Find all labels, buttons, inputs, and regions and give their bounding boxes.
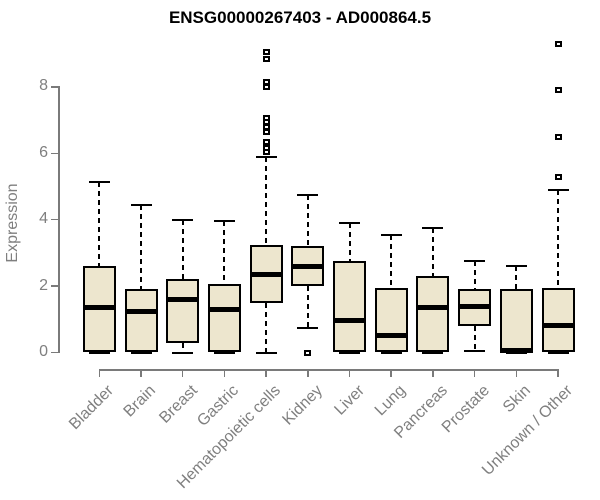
box <box>374 287 408 353</box>
median-line <box>541 323 575 329</box>
upper-whisker <box>473 261 476 290</box>
upper-whisker-cap <box>172 218 194 221</box>
x-tick <box>98 370 101 377</box>
lower-whisker-cap <box>213 351 235 354</box>
y-tick <box>51 285 59 287</box>
lower-whisker-cap <box>380 351 402 354</box>
x-tick <box>432 370 434 377</box>
lower-whisker-cap <box>88 351 110 354</box>
upper-whisker <box>390 234 393 288</box>
upper-whisker-cap <box>547 188 569 191</box>
x-tick <box>181 370 184 377</box>
box <box>416 276 450 353</box>
upper-whisker-cap <box>255 155 277 158</box>
outlier-point <box>262 145 270 152</box>
upper-whisker <box>265 156 268 245</box>
upper-whisker <box>557 189 559 288</box>
outlier-point <box>262 115 270 122</box>
upper-whisker <box>348 223 351 262</box>
lower-whisker-cap <box>464 349 486 352</box>
upper-whisker-cap <box>339 222 360 225</box>
lower-whisker-cap <box>172 351 194 354</box>
outlier-point <box>304 349 312 356</box>
upper-whisker-cap <box>505 265 527 268</box>
upper-whisker <box>140 204 142 290</box>
upper-whisker <box>431 228 434 277</box>
y-tick-label: 0 <box>39 343 48 360</box>
median-line <box>82 305 116 311</box>
y-tick <box>51 152 59 155</box>
outlier-point <box>554 40 562 47</box>
box <box>166 279 200 343</box>
outlier-point <box>262 138 270 145</box>
median-line <box>124 308 158 314</box>
lower-whisker <box>473 325 476 351</box>
upper-whisker-cap <box>464 260 486 263</box>
upper-whisker <box>515 266 518 290</box>
lower-whisker-cap <box>422 351 444 354</box>
outlier-point <box>262 78 270 85</box>
y-tick-label: 2 <box>39 276 48 294</box>
x-tick <box>223 370 226 377</box>
outlier-point <box>262 55 270 62</box>
upper-whisker-cap <box>380 233 402 236</box>
outlier-point <box>262 49 270 56</box>
y-tick <box>51 218 59 221</box>
upper-whisker-cap <box>213 220 235 223</box>
outlier-point <box>554 87 562 94</box>
y-tick <box>51 351 59 354</box>
lower-whisker-cap <box>339 351 360 354</box>
y-tick-label: 6 <box>39 143 48 161</box>
upper-whisker-cap <box>130 203 152 206</box>
x-tick <box>515 370 518 377</box>
upper-whisker <box>223 221 226 285</box>
lower-whisker-cap <box>255 351 277 354</box>
median-line <box>291 263 325 269</box>
upper-whisker <box>181 219 184 280</box>
median-line <box>333 318 366 324</box>
box <box>333 261 366 353</box>
outlier-point <box>554 173 562 180</box>
upper-whisker-cap <box>88 180 110 183</box>
median-line <box>249 271 283 277</box>
box <box>207 284 241 353</box>
median-line <box>166 296 200 302</box>
box <box>541 287 575 353</box>
chart-title: ENSG00000267403 - AD000864.5 <box>168 8 432 27</box>
median-line <box>458 303 492 309</box>
lower-whisker-cap <box>297 326 319 329</box>
median-line <box>499 348 533 354</box>
x-tick <box>473 370 476 377</box>
y-tick-label: 4 <box>39 210 48 228</box>
x-tick <box>307 370 309 377</box>
x-tick <box>557 370 559 377</box>
lower-whisker <box>181 342 184 353</box>
outlier-point <box>554 133 562 140</box>
median-line <box>416 305 450 311</box>
y-tick-label: 8 <box>39 77 48 95</box>
x-tick <box>348 370 351 377</box>
lower-whisker-cap <box>130 351 152 354</box>
x-tick <box>140 370 142 377</box>
lower-whisker <box>306 286 309 328</box>
upper-whisker <box>98 181 101 267</box>
upper-whisker <box>306 194 309 247</box>
y-axis-line <box>58 85 60 354</box>
x-tick <box>265 370 267 377</box>
y-tick <box>51 86 59 88</box>
box <box>499 289 533 353</box>
lower-whisker-cap <box>547 351 569 354</box>
x-axis-line <box>98 369 559 371</box>
upper-whisker-cap <box>422 227 444 229</box>
x-tick <box>390 370 392 377</box>
median-line <box>374 333 408 339</box>
box <box>124 289 158 353</box>
upper-whisker-cap <box>297 193 319 196</box>
median-line <box>207 306 241 312</box>
lower-whisker <box>265 302 268 353</box>
